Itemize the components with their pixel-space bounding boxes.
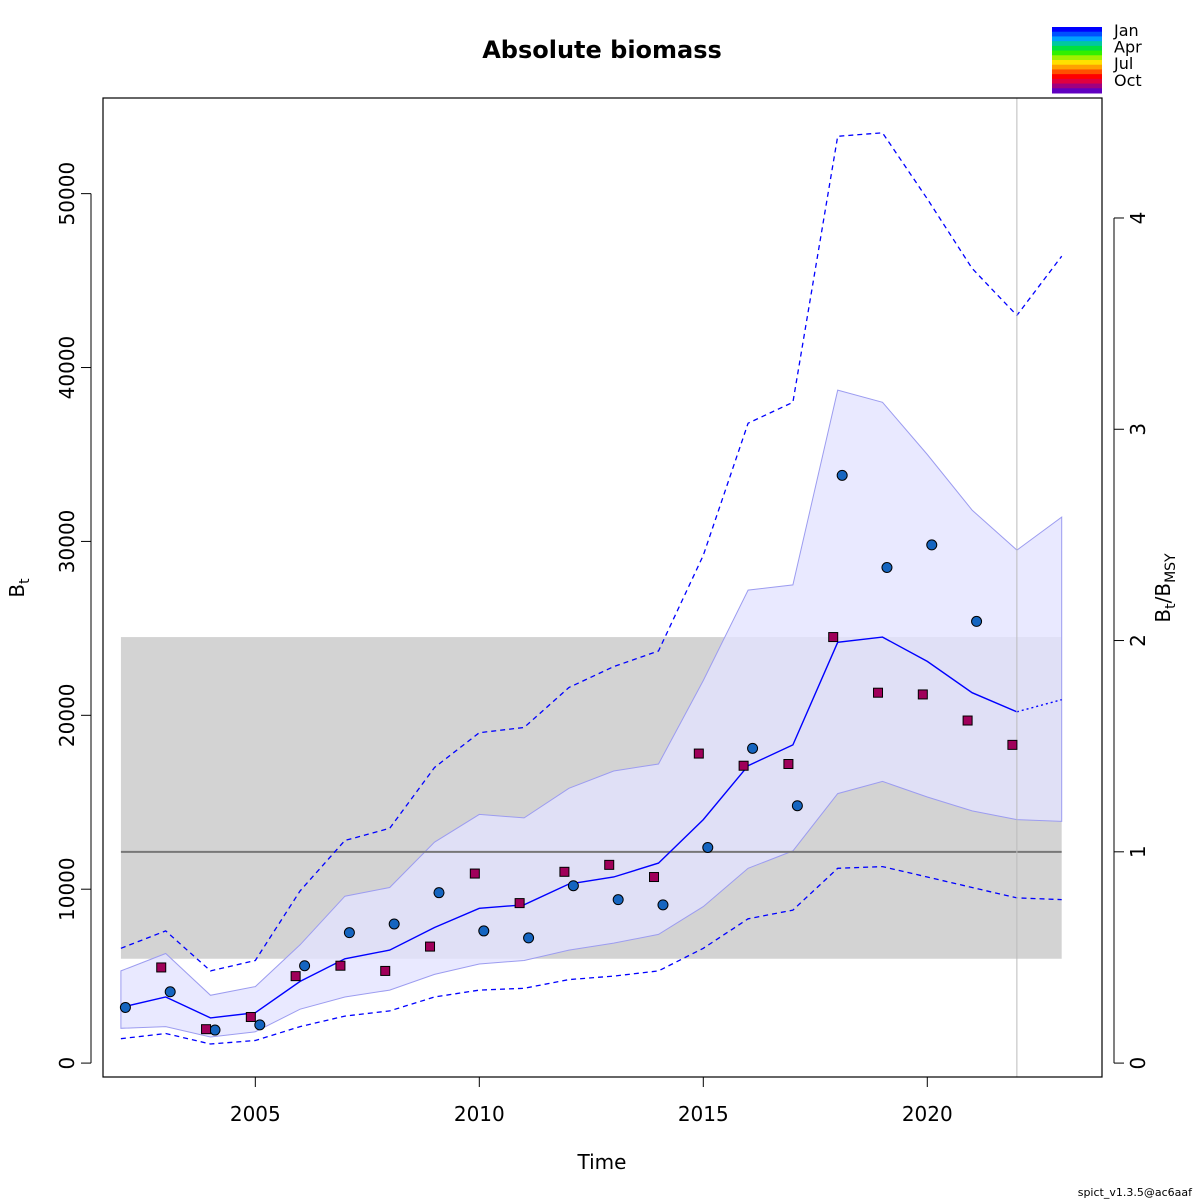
legend-swatch [1052,83,1102,89]
obs-point-q1 [791,800,803,812]
obs-point-q4 [649,872,660,883]
biomass-ci-outer-lower-line [120,865,1062,1045]
obs-point-q1 [836,469,848,481]
obs-point-q1 [702,841,714,853]
legend-label: Jul [1113,54,1133,73]
obs-point-q4 [738,760,749,771]
legend-swatch [1052,78,1102,85]
obs-point-q1 [433,887,445,899]
y-tick-label: 40000 [55,336,79,400]
obs-point-q1 [523,932,535,944]
legend-swatch [1052,45,1102,52]
obs-point-q1 [657,899,669,911]
x-tick-label: 2010 [454,1102,505,1126]
biomass-ci-inner-band [120,389,1063,1038]
obs-point-q4 [1007,739,1018,750]
obs-point-q4 [380,965,391,976]
obs-point-q4 [604,859,615,870]
x-tick-label: 2020 [902,1102,953,1126]
obs-point-q1 [478,925,490,937]
legend-swatch [1052,74,1102,80]
y-axis-label: Bt [5,578,33,598]
obs-point-q1 [388,918,400,930]
y2-label-b2: B [1151,583,1175,597]
version-footer: spict_v1.3.5@ac6aaf [1078,1186,1193,1199]
obs-point-q4 [693,748,704,759]
legend-label: Oct [1114,71,1142,90]
obs-point-q1 [971,615,983,627]
obs-point-q1 [164,986,176,998]
obs-point-q1 [881,562,893,574]
obs-point-q4 [290,971,301,982]
biomass-ci-outer-upper-line [120,132,1063,972]
y-tick-label: 50000 [55,162,79,226]
y2-tick-label: 2 [1126,634,1150,647]
obs-point-q1 [299,960,311,972]
legend-swatch [1052,36,1102,42]
obs-point-q4 [828,632,839,643]
legend-swatch [1052,55,1102,61]
x-tick-label: 2015 [678,1102,729,1126]
obs-point-q4 [917,689,928,700]
y2-label-slash: / [1151,596,1175,603]
y2-label-b2sub: MSY [1163,553,1179,583]
y-axis-label-main: B [5,584,29,598]
obs-point-q4 [245,1012,256,1023]
x-axis-label: Time [577,1150,627,1174]
chart-title: Absolute biomass [482,36,722,64]
x-tick-label: 2005 [230,1102,281,1126]
obs-point-q1 [567,880,579,892]
y-axis-label-sub: t [17,578,33,584]
obs-point-q1 [747,742,759,754]
obs-point-q4 [335,960,346,971]
observations [119,469,1018,1036]
legend-swatch [1052,69,1102,75]
y2-axis: 0 1 2 3 4 [1113,212,1150,1070]
obs-point-q1 [119,1001,131,1013]
obs-point-q1 [926,539,938,551]
obs-point-q1 [209,1024,221,1036]
y2-label-bsub: t [1163,603,1179,609]
y2-tick-label: 3 [1126,423,1150,436]
obs-point-q4 [873,687,884,698]
x-axis: 2005 2010 2015 2020 [230,1076,953,1126]
obs-point-q4 [156,962,167,973]
obs-point-q1 [343,927,355,939]
obs-point-q4 [962,715,973,726]
legend-swatch [1052,41,1102,47]
legend-swatch [1052,31,1102,37]
y2-label-b: B [1151,609,1175,623]
y2-tick-label: 1 [1126,845,1150,858]
obs-point-q4 [514,898,525,909]
y-tick-label: 20000 [55,683,79,747]
legend-label: Apr [1114,38,1142,57]
legend-swatch [1052,64,1102,70]
obs-point-q1 [254,1019,266,1031]
obs-point-q4 [783,758,794,769]
legend-label: Jan [1113,21,1139,40]
y2-tick-label: 4 [1126,212,1150,225]
obs-point-q1 [612,894,624,906]
obs-point-q4 [559,866,570,877]
y2-axis-label: Bt/BMSY [1151,553,1179,623]
y-axis: 0 10000 20000 30000 40000 50000 [55,162,92,1070]
obs-point-q4 [425,941,436,952]
obs-point-q4 [201,1024,212,1035]
obs-point-q4 [469,868,480,879]
y-tick-label: 0 [55,1057,79,1070]
y-tick-label: 30000 [55,510,79,574]
legend-swatch [1052,50,1102,56]
legend-swatch [1052,27,1102,33]
y-tick-label: 10000 [55,857,79,921]
legend-swatch [1052,60,1102,66]
y2-tick-label: 0 [1126,1057,1150,1070]
legend-swatch [1052,88,1102,94]
